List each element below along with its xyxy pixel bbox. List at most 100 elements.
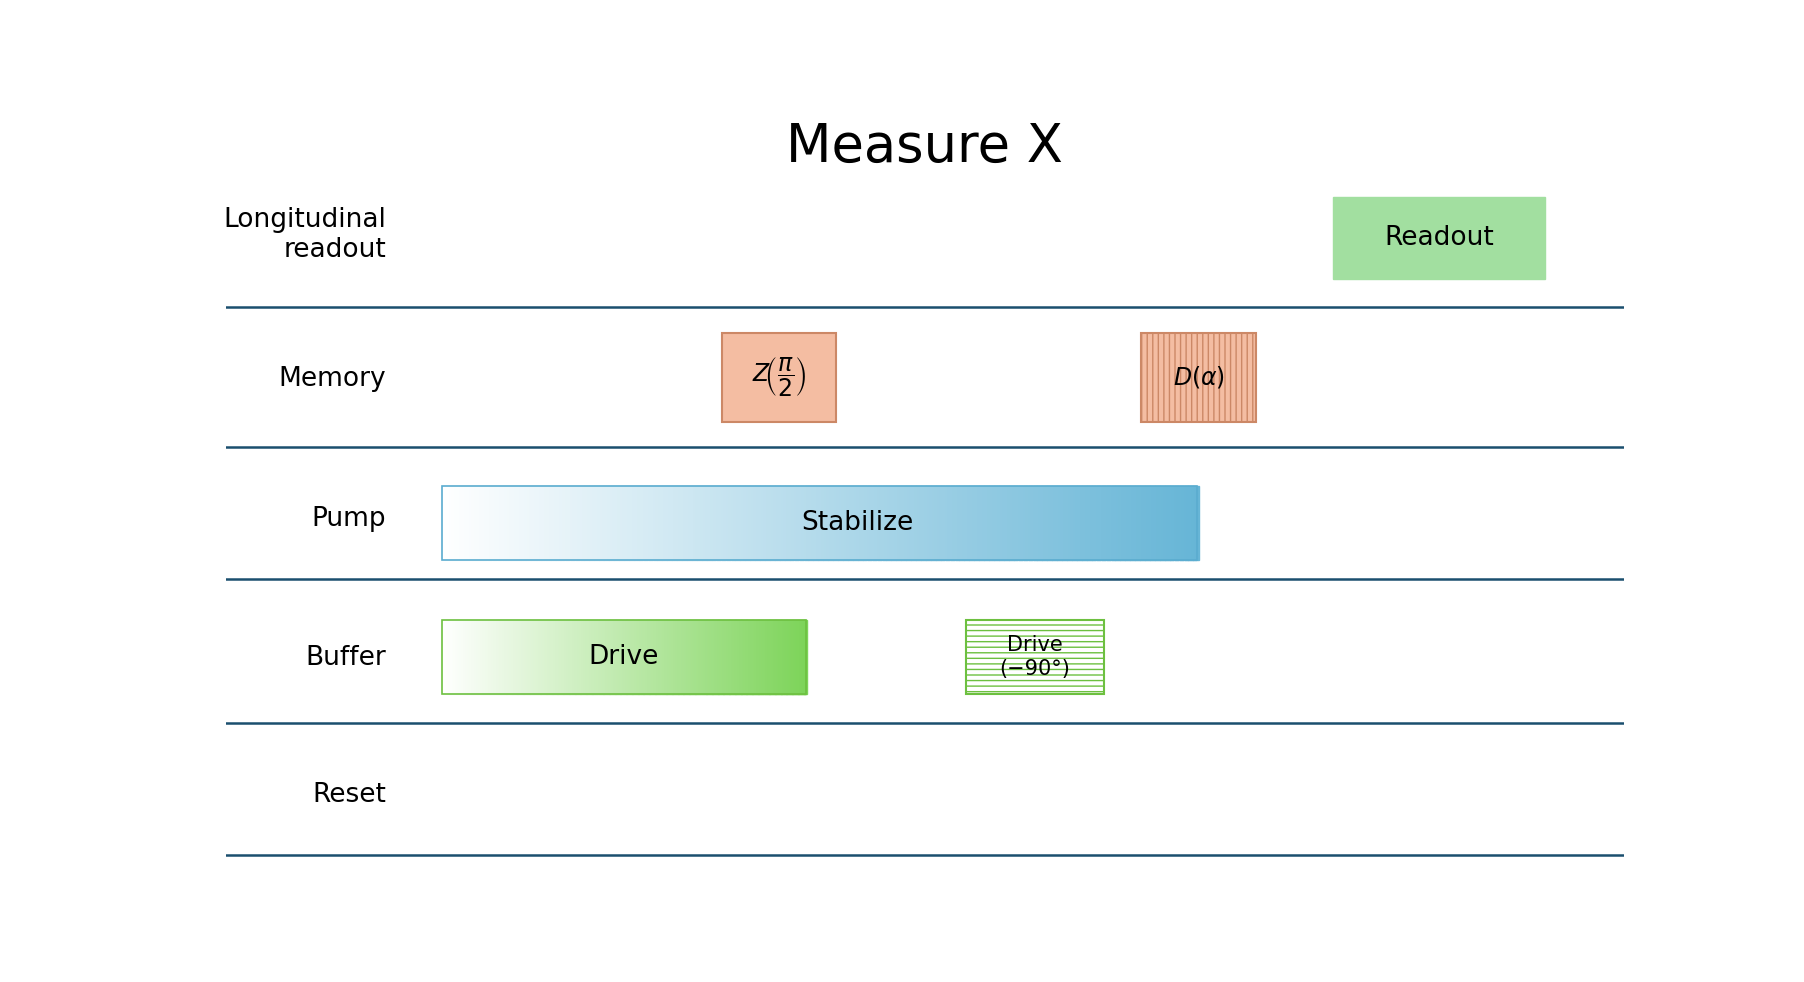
Bar	[832, 486, 837, 560]
Bar	[639, 486, 642, 560]
Bar	[653, 486, 657, 560]
Bar	[485, 620, 489, 694]
Bar	[648, 620, 649, 694]
Bar	[631, 620, 633, 694]
Bar	[482, 620, 483, 694]
Bar	[523, 620, 527, 694]
Bar	[1057, 486, 1061, 560]
Bar	[465, 620, 467, 694]
Bar	[628, 620, 630, 694]
Bar	[790, 620, 792, 694]
Bar	[788, 620, 790, 694]
Bar	[447, 620, 449, 694]
Text: Stabilize: Stabilize	[801, 510, 913, 536]
Bar	[1189, 486, 1194, 560]
Text: Buffer: Buffer	[305, 645, 386, 672]
Bar	[608, 486, 612, 560]
Bar	[731, 620, 732, 694]
Bar	[545, 620, 547, 694]
Bar	[520, 486, 525, 560]
Bar	[769, 620, 770, 694]
Bar	[794, 486, 799, 560]
Bar	[691, 620, 693, 694]
Bar	[467, 486, 471, 560]
Bar	[617, 620, 619, 694]
Bar	[601, 486, 604, 560]
Bar	[736, 620, 740, 694]
Bar	[700, 620, 704, 694]
Bar	[675, 620, 678, 694]
Bar	[447, 620, 451, 694]
Bar	[478, 486, 482, 560]
Bar	[913, 486, 916, 560]
Bar	[1034, 486, 1037, 560]
Bar	[815, 486, 819, 560]
Bar	[1137, 486, 1140, 560]
Bar	[507, 620, 511, 694]
Bar	[494, 486, 500, 560]
Bar	[474, 620, 478, 694]
Bar	[1147, 486, 1151, 560]
Bar	[525, 620, 529, 694]
Bar	[704, 620, 705, 694]
Bar	[597, 620, 601, 694]
Bar	[940, 486, 945, 560]
Bar	[516, 486, 520, 560]
Bar	[657, 486, 660, 560]
Bar	[806, 486, 812, 560]
Bar	[655, 620, 657, 694]
Bar	[880, 486, 884, 560]
Bar	[799, 486, 803, 560]
Bar	[581, 620, 583, 694]
Bar	[678, 486, 682, 560]
Bar	[1032, 486, 1035, 560]
Bar	[581, 620, 584, 694]
Bar	[1111, 486, 1115, 560]
Bar	[595, 620, 599, 694]
Bar	[554, 620, 556, 694]
Bar	[1117, 486, 1120, 560]
Bar	[680, 620, 684, 694]
Bar	[561, 620, 563, 694]
Bar	[590, 620, 594, 694]
Bar	[1160, 486, 1164, 560]
Bar	[458, 620, 460, 694]
Bar	[933, 486, 936, 560]
Bar	[512, 486, 516, 560]
Bar	[758, 486, 761, 560]
Bar	[644, 620, 646, 694]
Bar	[640, 620, 642, 694]
Bar	[978, 486, 981, 560]
Bar	[1016, 486, 1019, 560]
Bar	[570, 486, 574, 560]
Bar	[666, 486, 669, 560]
Bar	[462, 620, 464, 694]
Bar	[844, 486, 848, 560]
Bar	[752, 486, 756, 560]
Bar	[579, 620, 581, 694]
Bar	[642, 620, 644, 694]
Text: $D(\alpha)$: $D(\alpha)$	[1173, 364, 1225, 390]
Bar	[633, 486, 637, 560]
Bar	[1162, 486, 1165, 560]
Bar	[1008, 486, 1012, 560]
Bar	[649, 620, 651, 694]
Text: $Z\!\left(\dfrac{\pi}{2}\right)$: $Z\!\left(\dfrac{\pi}{2}\right)$	[752, 355, 806, 399]
Bar	[538, 486, 541, 560]
Bar	[453, 620, 456, 694]
Bar	[521, 620, 523, 694]
Bar	[671, 620, 675, 694]
Bar	[951, 486, 954, 560]
Bar	[1090, 486, 1093, 560]
Bar	[449, 486, 453, 560]
Bar	[584, 620, 588, 694]
Bar	[758, 620, 761, 694]
Bar	[743, 620, 747, 694]
Bar	[476, 620, 478, 694]
Bar	[523, 486, 527, 560]
Bar	[720, 620, 722, 694]
Bar	[835, 486, 839, 560]
Bar	[920, 486, 924, 560]
Text: Pump: Pump	[312, 506, 386, 531]
Bar	[684, 620, 686, 694]
